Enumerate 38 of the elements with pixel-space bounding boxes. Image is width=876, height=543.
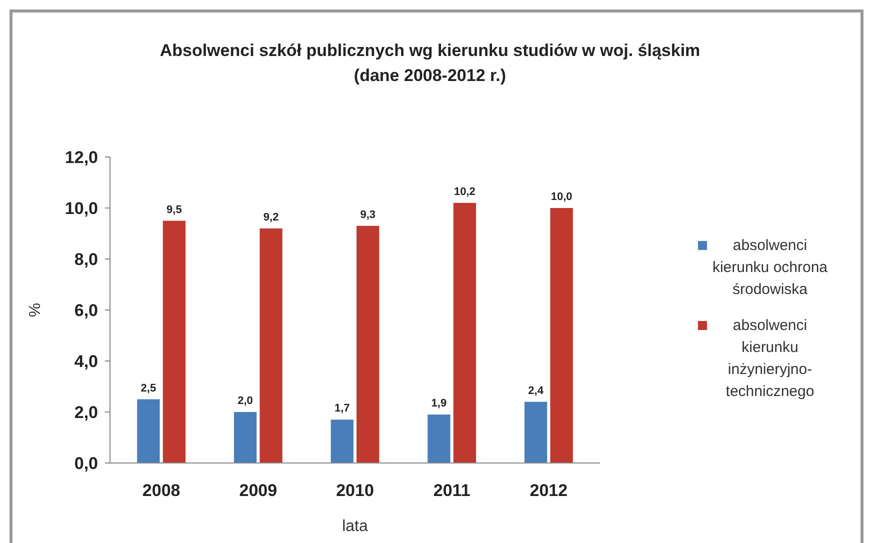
- y-tick-label: 10,0: [64, 198, 98, 218]
- x-tick-label: 2012: [530, 481, 568, 500]
- bar: [428, 414, 450, 463]
- chart-subtitle: (dane 2008-2012 r.): [354, 66, 506, 85]
- data-label: 2,0: [238, 395, 253, 407]
- y-tick-label: 6,0: [74, 300, 98, 320]
- legend-label: absolwenci kierunku ochrona środowiska: [712, 237, 828, 298]
- bar: [453, 202, 476, 463]
- data-label: 2,5: [140, 382, 156, 394]
- x-tick-label: 2011: [433, 481, 470, 500]
- x-tick-label: 2008: [142, 481, 180, 500]
- data-label: 2,4: [528, 384, 544, 397]
- y-tick-label: 12,0: [64, 148, 98, 167]
- x-tick-label: 2010: [336, 481, 374, 500]
- legend-label: absolwenci kierunku inżynieryjno-technicznego: [726, 317, 814, 400]
- y-tick-label: 8,0: [74, 250, 98, 269]
- bar: [356, 226, 380, 463]
- bar: [260, 228, 282, 463]
- y-tick-label: 0,0: [74, 454, 98, 473]
- y-axis-title: %: [27, 302, 44, 318]
- bar: [330, 420, 354, 463]
- data-label: 9,5: [166, 204, 182, 216]
- bar: [550, 208, 573, 463]
- chart-title: Absolwenci szkół publicznych wg kierunku studiów w woj. śląskim: [160, 41, 700, 60]
- data-label: 10,2: [454, 186, 476, 198]
- data-label: 9,3: [360, 208, 376, 221]
- x-tick-label: 2009: [239, 481, 278, 500]
- y-tick-label: 2,0: [74, 402, 98, 422]
- bar: [137, 399, 160, 463]
- data-label: 1,9: [431, 398, 447, 410]
- y-tick-label: 4,0: [74, 352, 98, 371]
- x-axis-title: lata: [342, 518, 368, 535]
- bar: [524, 402, 548, 463]
- bar: [234, 412, 257, 463]
- data-label: 1,7: [334, 402, 350, 415]
- data-label: 10,0: [550, 191, 572, 203]
- data-label: 9,2: [263, 211, 279, 224]
- bar: [162, 220, 186, 463]
